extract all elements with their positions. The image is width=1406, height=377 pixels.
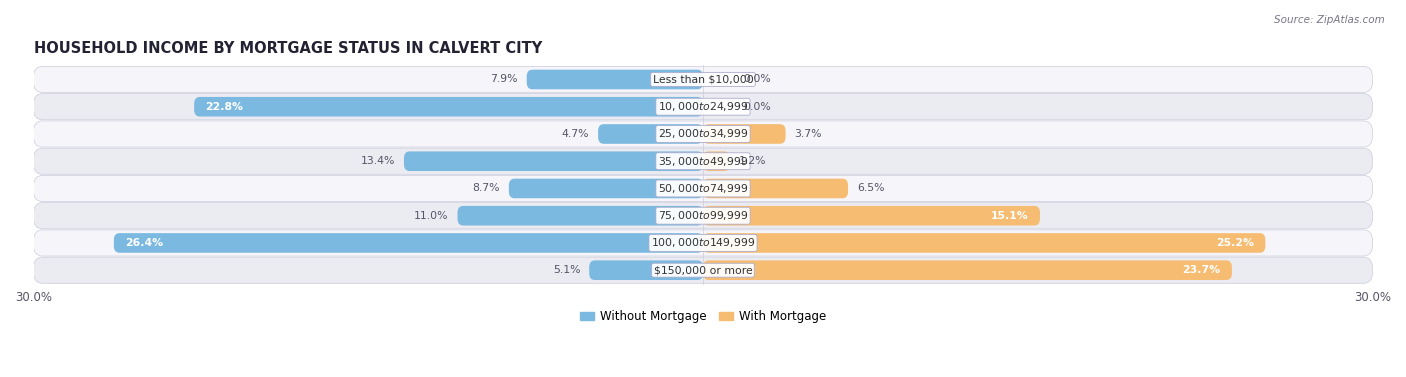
Text: Source: ZipAtlas.com: Source: ZipAtlas.com [1274, 15, 1385, 25]
FancyBboxPatch shape [703, 233, 1265, 253]
FancyBboxPatch shape [598, 124, 703, 144]
FancyBboxPatch shape [703, 261, 1232, 280]
FancyBboxPatch shape [703, 179, 848, 198]
Text: 26.4%: 26.4% [125, 238, 163, 248]
Text: $35,000 to $49,999: $35,000 to $49,999 [658, 155, 748, 168]
FancyBboxPatch shape [589, 261, 703, 280]
Text: 7.9%: 7.9% [491, 75, 517, 84]
Text: 0.0%: 0.0% [744, 102, 770, 112]
Text: Less than $10,000: Less than $10,000 [652, 75, 754, 84]
FancyBboxPatch shape [509, 179, 703, 198]
FancyBboxPatch shape [703, 206, 1040, 225]
Text: 25.2%: 25.2% [1216, 238, 1254, 248]
FancyBboxPatch shape [34, 257, 1372, 283]
Text: $10,000 to $24,999: $10,000 to $24,999 [658, 100, 748, 113]
Text: 0.0%: 0.0% [744, 75, 770, 84]
FancyBboxPatch shape [703, 124, 786, 144]
FancyBboxPatch shape [194, 97, 703, 116]
Text: 3.7%: 3.7% [794, 129, 823, 139]
Text: 23.7%: 23.7% [1182, 265, 1220, 275]
Text: 6.5%: 6.5% [858, 184, 884, 193]
Text: $100,000 to $149,999: $100,000 to $149,999 [651, 236, 755, 250]
Text: 15.1%: 15.1% [991, 211, 1029, 221]
FancyBboxPatch shape [34, 148, 1372, 174]
Text: 22.8%: 22.8% [205, 102, 243, 112]
Text: HOUSEHOLD INCOME BY MORTGAGE STATUS IN CALVERT CITY: HOUSEHOLD INCOME BY MORTGAGE STATUS IN C… [34, 41, 541, 57]
FancyBboxPatch shape [114, 233, 703, 253]
Text: 5.1%: 5.1% [553, 265, 581, 275]
FancyBboxPatch shape [34, 93, 1372, 120]
FancyBboxPatch shape [34, 66, 1372, 93]
FancyBboxPatch shape [527, 70, 703, 89]
Text: 1.2%: 1.2% [738, 156, 766, 166]
FancyBboxPatch shape [34, 175, 1372, 202]
FancyBboxPatch shape [404, 152, 703, 171]
Text: 13.4%: 13.4% [361, 156, 395, 166]
FancyBboxPatch shape [457, 206, 703, 225]
Text: $25,000 to $34,999: $25,000 to $34,999 [658, 127, 748, 141]
FancyBboxPatch shape [34, 121, 1372, 147]
Text: $50,000 to $74,999: $50,000 to $74,999 [658, 182, 748, 195]
Text: 4.7%: 4.7% [561, 129, 589, 139]
Text: 11.0%: 11.0% [415, 211, 449, 221]
Text: 8.7%: 8.7% [472, 184, 501, 193]
Legend: Without Mortgage, With Mortgage: Without Mortgage, With Mortgage [575, 305, 831, 328]
FancyBboxPatch shape [34, 230, 1372, 256]
FancyBboxPatch shape [34, 202, 1372, 229]
Text: $150,000 or more: $150,000 or more [654, 265, 752, 275]
Text: $75,000 to $99,999: $75,000 to $99,999 [658, 209, 748, 222]
FancyBboxPatch shape [703, 152, 730, 171]
